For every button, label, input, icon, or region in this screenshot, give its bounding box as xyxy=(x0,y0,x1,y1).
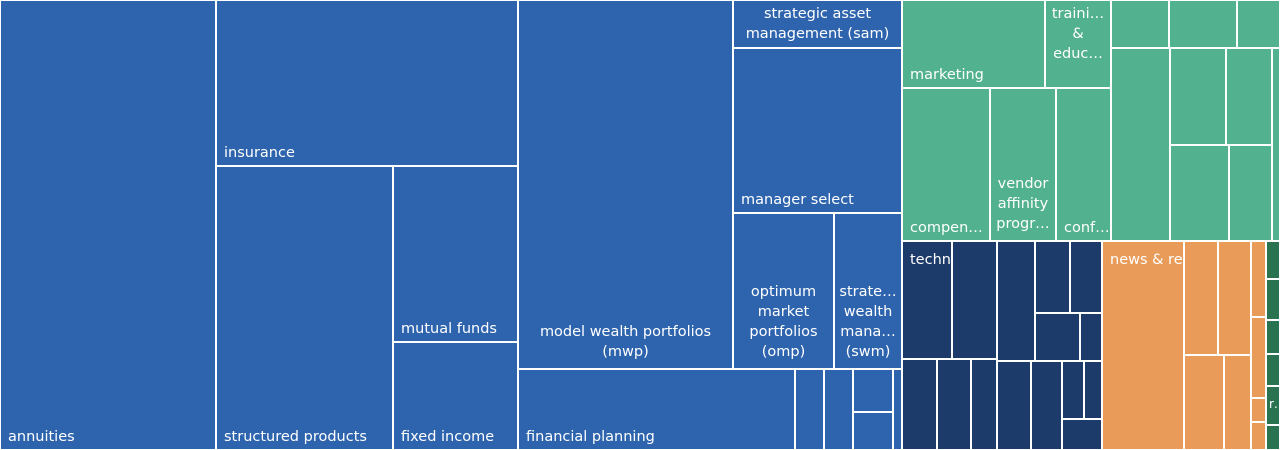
treemap-tile: structured products xyxy=(216,166,393,450)
treemap-tile: optimum market portfolios (omp) xyxy=(733,213,834,369)
treemap-tile xyxy=(1080,313,1102,361)
treemap-tile xyxy=(1266,354,1280,386)
treemap-tile: annuities xyxy=(0,0,216,450)
treemap-tile: strategic asset management (sam) xyxy=(733,0,902,48)
treemap-tile xyxy=(1170,48,1226,145)
treemap-tile: insurance xyxy=(216,0,518,166)
treemap-tile xyxy=(1184,241,1218,355)
treemap-tile xyxy=(1229,145,1272,241)
treemap-tile xyxy=(1070,241,1102,313)
treemap-tile: news & research xyxy=(1102,241,1184,450)
treemap-tile: manager select xyxy=(733,48,902,213)
treemap-tile xyxy=(1169,0,1237,48)
tile-label: compen… xyxy=(910,220,983,236)
treemap-tile: compen… xyxy=(902,88,990,241)
tile-label: vendor affinity progr… xyxy=(996,176,1050,232)
treemap-tile: marketing xyxy=(902,0,1045,88)
treemap-tile xyxy=(902,359,937,450)
treemap-tile xyxy=(1184,355,1224,450)
treemap-tile xyxy=(1237,0,1280,48)
treemap-tile xyxy=(1062,419,1102,450)
treemap-tile xyxy=(853,412,893,450)
treemap-tile xyxy=(1266,320,1280,354)
treemap-tile xyxy=(952,241,997,359)
tile-label: fixed income xyxy=(401,429,495,445)
tile-label: optimum market portfolios (omp) xyxy=(749,284,818,360)
tile-label: news & research xyxy=(1110,252,1183,268)
treemap-tile xyxy=(1266,241,1280,279)
tile-label: annuities xyxy=(8,429,75,445)
tile-label: mutual funds xyxy=(401,321,497,337)
tile-label: marketing xyxy=(910,67,984,83)
treemap-tile xyxy=(795,369,824,450)
treemap-tile xyxy=(1062,361,1084,419)
treemap-tile xyxy=(1170,145,1229,241)
treemap-tile xyxy=(937,359,971,450)
treemap-tile: strate… wealth mana… (swm) xyxy=(834,213,902,369)
tile-label: r… xyxy=(1269,397,1279,411)
treemap-tile xyxy=(997,361,1031,450)
treemap-tile xyxy=(1035,241,1070,313)
treemap-tile xyxy=(824,369,853,450)
treemap-tile: model wealth portfolios (mwp) xyxy=(518,0,733,369)
treemap-tile xyxy=(1111,48,1170,241)
tile-label: structured products xyxy=(224,429,367,445)
treemap-tile xyxy=(1035,313,1080,361)
treemap-tile: conf… xyxy=(1056,88,1111,241)
treemap-tile xyxy=(1251,241,1266,317)
treemap-tile xyxy=(1226,48,1272,145)
treemap-tile: fixed income xyxy=(393,342,518,450)
treemap-tile: vendor affinity progr… xyxy=(990,88,1056,241)
tile-label: strate… wealth mana… (swm) xyxy=(839,284,897,360)
treemap-tile: mutual funds xyxy=(393,166,518,342)
treemap-tile: financial planning xyxy=(518,369,795,450)
tile-label: insurance xyxy=(224,145,295,161)
tile-label: technology xyxy=(910,252,951,268)
treemap-tile xyxy=(1224,355,1251,450)
tile-label: financial planning xyxy=(526,429,655,445)
treemap-tile xyxy=(997,241,1035,361)
treemap-tile xyxy=(1031,361,1062,450)
treemap-tile xyxy=(1218,241,1251,355)
treemap-tile: technology xyxy=(902,241,952,359)
treemap-tile xyxy=(1111,0,1169,48)
treemap-tile xyxy=(853,369,893,412)
treemap-tile xyxy=(893,369,902,450)
treemap-tile xyxy=(1251,317,1266,398)
treemap-tile xyxy=(1266,279,1280,320)
tile-label: conf… xyxy=(1064,220,1110,236)
tile-label: strategic asset management (sam) xyxy=(745,6,890,42)
treemap-tile xyxy=(1266,425,1280,450)
tile-label: traini… & educ… xyxy=(1051,6,1105,62)
tile-label: model wealth portfolios (mwp) xyxy=(539,324,712,360)
treemap-tile: r… xyxy=(1266,386,1280,425)
treemap-tile xyxy=(1084,361,1102,419)
tile-label: manager select xyxy=(741,192,854,208)
treemap-tile xyxy=(1251,422,1266,450)
treemap-tile: traini… & educ… xyxy=(1045,0,1111,88)
treemap-tile xyxy=(1251,398,1266,422)
treemap-tile xyxy=(971,359,997,450)
treemap-tile xyxy=(1272,48,1280,241)
